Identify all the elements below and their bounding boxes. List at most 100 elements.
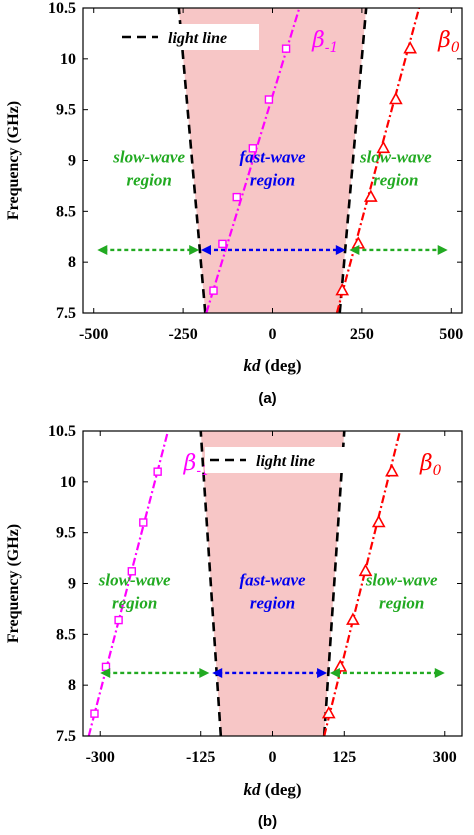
- light-line-left: [199, 430, 223, 737]
- chart-panel-b: β-1 β0slow-waveregionfast-waveregionslow-…: [5, 423, 463, 830]
- fast-wave-region-fill: [178, 8, 367, 313]
- x-tick-label: 0: [269, 749, 277, 766]
- legend: light line: [117, 24, 259, 50]
- y-axis-label: Frequency (GHz): [5, 101, 22, 220]
- series-beta-0-point: [385, 464, 399, 477]
- region-arrow-head-right: [317, 667, 328, 678]
- x-tick-label: -500: [79, 326, 108, 343]
- region-annotation-line2: region: [250, 594, 295, 613]
- y-tick-label: 9.5: [56, 102, 76, 119]
- x-tick-label: 125: [332, 749, 356, 766]
- y-tick-label: 8: [68, 254, 76, 271]
- chart-panel-a: β-1 β0slow-waveregionfast-waveregionslow-…: [5, 0, 463, 407]
- x-tick-label: 300: [433, 749, 457, 766]
- x-tick-label: 250: [350, 326, 374, 343]
- series-beta-minus1-point: [232, 192, 241, 202]
- series-beta-minus1-label-symbol: β: [311, 28, 325, 53]
- series-beta-minus1-point: [209, 286, 218, 295]
- series-beta-0-point: [389, 91, 403, 105]
- series-beta-minus1-label-symbol: β: [183, 451, 197, 476]
- series-beta-0-label-symbol: β: [419, 451, 433, 476]
- panel-label: (a): [258, 390, 276, 407]
- region-annotation-line2: region: [112, 594, 157, 613]
- series-beta-0-point: [346, 612, 360, 625]
- series-beta-minus1-point: [281, 44, 291, 53]
- series-beta-minus1-point: [248, 144, 258, 153]
- region-arrow-head-left: [329, 667, 340, 678]
- y-tick-label: 9: [68, 153, 76, 170]
- series-beta-0-line: [323, 430, 402, 737]
- region-arrow-head-right: [199, 667, 210, 678]
- region-arrow-head-right: [189, 244, 200, 255]
- legend-label: light line: [256, 453, 315, 470]
- panel-label: (b): [258, 813, 277, 830]
- series-beta-0-label-symbol: β: [437, 28, 451, 53]
- y-tick-label: 7.5: [56, 728, 76, 745]
- series-beta-0-label: β0: [419, 451, 442, 479]
- x-tick-label: 0: [269, 326, 277, 343]
- series-beta-0-point: [403, 41, 418, 54]
- y-tick-label: 8.5: [56, 626, 76, 643]
- legend: light line: [205, 447, 347, 473]
- x-tick-label: 500: [439, 326, 463, 343]
- y-tick-label: 10: [60, 51, 76, 68]
- x-axis-label-unit: (deg): [260, 356, 301, 375]
- region-arrow-head-left: [97, 244, 108, 255]
- series-beta-0-point: [333, 659, 348, 672]
- region-arrow-head-right: [335, 244, 346, 255]
- region-annotation-line1: fast-wave: [239, 571, 306, 590]
- region-annotation-line1: slow-wave: [359, 148, 432, 167]
- series-beta-0-label-subscript: 0: [433, 463, 442, 479]
- series-beta-minus1-point: [114, 615, 123, 625]
- light-line-right: [322, 430, 346, 737]
- y-tick-label: 9.5: [56, 525, 76, 542]
- region-arrow-head-right: [437, 244, 448, 255]
- region-annotation-line2: region: [126, 171, 171, 190]
- x-axis-label-variable: kd: [243, 356, 261, 375]
- y-tick-label: 9: [68, 576, 76, 593]
- legend-label: light line: [168, 30, 227, 47]
- y-tick-label: 10: [60, 474, 76, 491]
- x-axis-label: kd (deg): [243, 780, 301, 799]
- series-beta-minus1-line: [205, 7, 301, 314]
- region-arrow-head-left: [212, 667, 223, 678]
- region-arrow-head-left: [200, 244, 211, 255]
- series-beta-minus1-line: [87, 430, 170, 737]
- region-annotation-line1: fast-wave: [239, 148, 306, 167]
- region-arrow-head-left: [100, 667, 111, 678]
- series-beta-minus1-point: [153, 467, 162, 476]
- region-annotation-line2: region: [250, 171, 295, 190]
- y-tick-label: 10.5: [48, 0, 76, 17]
- x-tick-label: -300: [86, 749, 115, 766]
- series-beta-0-point: [321, 705, 336, 719]
- region-annotation-line2: region: [379, 594, 424, 613]
- region-annotation-line1: slow-wave: [365, 571, 438, 590]
- y-tick-label: 7.5: [56, 305, 76, 322]
- region-arrow-head-right: [434, 667, 445, 678]
- x-tick-label: -125: [186, 749, 215, 766]
- x-axis-label-unit: (deg): [260, 780, 301, 799]
- series-beta-0-label: β0: [437, 28, 460, 56]
- fast-wave-region-fill: [200, 431, 345, 736]
- region-annotation-line1: slow-wave: [112, 148, 185, 167]
- series-beta-0-point: [358, 563, 373, 577]
- series-beta-0-point: [371, 514, 386, 528]
- light-line-left: [177, 7, 207, 314]
- series-beta-minus1-label-subscript: -1: [325, 40, 339, 56]
- x-tick-label: -250: [168, 326, 197, 343]
- region-annotation-line1: slow-wave: [98, 571, 171, 590]
- y-tick-label: 8: [68, 677, 76, 694]
- y-axis-label: Frequency (GHz): [5, 524, 22, 643]
- region-arrow-head-left: [349, 244, 360, 255]
- series-beta-minus1-point: [90, 709, 99, 718]
- series-beta-0-label-subscript: 0: [451, 40, 460, 56]
- light-line-right: [338, 7, 368, 314]
- series-beta-0-point: [363, 189, 378, 202]
- series-beta-0-point: [376, 140, 391, 154]
- series-beta-0-point: [335, 282, 350, 296]
- x-axis-label-variable: kd: [243, 780, 261, 799]
- series-beta-minus1-point: [139, 518, 148, 527]
- y-tick-label: 8.5: [56, 203, 76, 220]
- series-beta-minus1-point: [218, 239, 227, 249]
